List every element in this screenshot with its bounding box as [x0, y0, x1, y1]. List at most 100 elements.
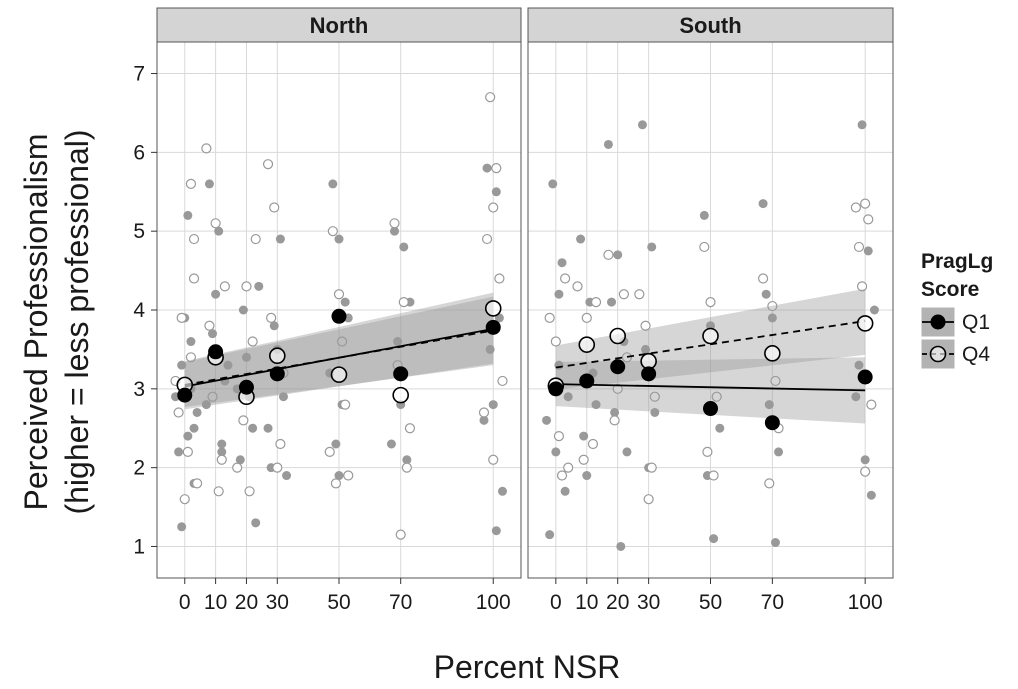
x-tick-label: 100: [476, 591, 511, 614]
raw-point-q4: [269, 202, 280, 213]
raw-point-q4: [612, 383, 623, 394]
raw-point-q1: [186, 337, 196, 347]
raw-point-q4: [757, 273, 769, 284]
x-tick-label: 10: [204, 591, 227, 614]
raw-point-q4: [556, 470, 568, 481]
raw-point-q1: [851, 392, 861, 402]
mean-point-q1: [485, 319, 501, 335]
raw-point-q1: [208, 329, 218, 339]
raw-point-q1: [863, 246, 873, 256]
raw-point-q4: [241, 281, 252, 292]
raw-point-q1: [251, 518, 261, 528]
raw-point-q4: [560, 273, 571, 284]
facet-panels: North 0 10 20 30 50 70 100 1 2 3 4 5 6 7 South 0 10 20 30 50…: [133, 7, 894, 614]
raw-point-q1: [557, 258, 567, 268]
raw-point-q1: [542, 415, 552, 425]
raw-point-q1: [699, 210, 709, 220]
y-tick-label: 5: [133, 220, 145, 243]
raw-point-q4: [327, 226, 338, 237]
raw-point-q1: [548, 179, 558, 189]
raw-point-q4: [702, 446, 713, 457]
mean-point-q1: [610, 359, 626, 375]
raw-point-q1: [582, 471, 592, 481]
raw-point-q4: [863, 214, 874, 225]
raw-point-q4: [646, 462, 657, 473]
raw-point-q4: [609, 415, 620, 426]
x-tick-label: 100: [848, 591, 883, 614]
y-tick-label: 2: [133, 457, 145, 480]
raw-point-q4: [266, 312, 277, 323]
raw-point-q1: [217, 447, 227, 457]
mean-point-q4: [702, 327, 719, 345]
raw-point-q1: [235, 455, 245, 465]
raw-point-q1: [761, 289, 771, 299]
confidence-band-q1: [555, 357, 866, 424]
y-axis-title-line1: Perceived Professionalism: [18, 133, 54, 510]
legend-title-line1: PragLg: [921, 250, 993, 273]
raw-point-q4: [182, 446, 193, 457]
raw-point-q1: [214, 226, 224, 236]
x-tick-label: 50: [699, 591, 722, 614]
raw-point-q4: [404, 423, 416, 434]
raw-point-q4: [572, 281, 583, 292]
raw-point-q1: [774, 447, 784, 457]
raw-point-q4: [262, 159, 274, 170]
raw-point-q1: [758, 199, 768, 209]
raw-point-q4: [553, 431, 565, 442]
mean-point-q1: [548, 381, 564, 397]
raw-point-q4: [330, 478, 342, 489]
raw-point-q4: [856, 281, 868, 292]
raw-point-q1: [263, 423, 273, 433]
raw-point-q4: [497, 375, 508, 387]
mean-point-q1: [857, 369, 873, 385]
raw-point-q4: [201, 143, 212, 154]
x-tick-label: 50: [327, 591, 350, 614]
x-tick-label: 70: [761, 591, 784, 614]
raw-point-q4: [485, 92, 496, 103]
raw-point-q1: [174, 447, 184, 457]
raw-point-q1: [551, 447, 561, 457]
raw-point-q4: [634, 289, 645, 300]
raw-point-q4: [478, 407, 490, 418]
raw-point-q1: [709, 534, 719, 544]
raw-point-q4: [590, 297, 602, 308]
y-tick-label: 1: [133, 535, 145, 558]
raw-point-q1: [278, 392, 288, 402]
mean-point-q1: [579, 373, 595, 389]
raw-point-q1: [613, 250, 623, 260]
legend: PragLg Score Q1 Q4: [920, 250, 993, 370]
mean-point-q1: [393, 366, 409, 382]
raw-point-q1: [554, 289, 564, 299]
legend-title-line2: Score: [921, 278, 979, 301]
raw-point-q4: [395, 529, 406, 540]
mean-point-q1: [703, 401, 718, 417]
raw-point-q1: [622, 447, 632, 457]
raw-point-q4: [210, 218, 221, 229]
raw-point-q1: [189, 423, 199, 433]
raw-point-q1: [393, 337, 403, 347]
raw-point-q4: [176, 312, 187, 323]
raw-point-q4: [587, 438, 599, 450]
raw-point-q1: [204, 179, 214, 189]
mean-point-q1: [641, 366, 657, 382]
raw-point-q1: [857, 120, 867, 130]
raw-point-q1: [491, 526, 501, 536]
raw-point-q4: [213, 486, 224, 497]
mean-point-q4: [330, 366, 348, 383]
raw-point-q4: [340, 399, 351, 410]
legend-key-marker-q4: [929, 345, 947, 363]
x-tick-label: 0: [550, 591, 562, 614]
confidence-band-q1: [184, 292, 494, 410]
raw-point-q1: [591, 400, 601, 410]
mean-point-q4: [764, 345, 781, 362]
raw-point-q4: [491, 163, 502, 174]
raw-point-q1: [488, 400, 498, 410]
raw-point-q4: [185, 352, 197, 363]
raw-point-q4: [860, 466, 871, 477]
raw-point-q1: [715, 423, 725, 433]
raw-point-q4: [272, 462, 283, 473]
raw-point-q4: [204, 320, 215, 331]
raw-point-q4: [173, 407, 184, 418]
raw-point-q4: [232, 462, 243, 473]
raw-point-q4: [603, 249, 614, 260]
